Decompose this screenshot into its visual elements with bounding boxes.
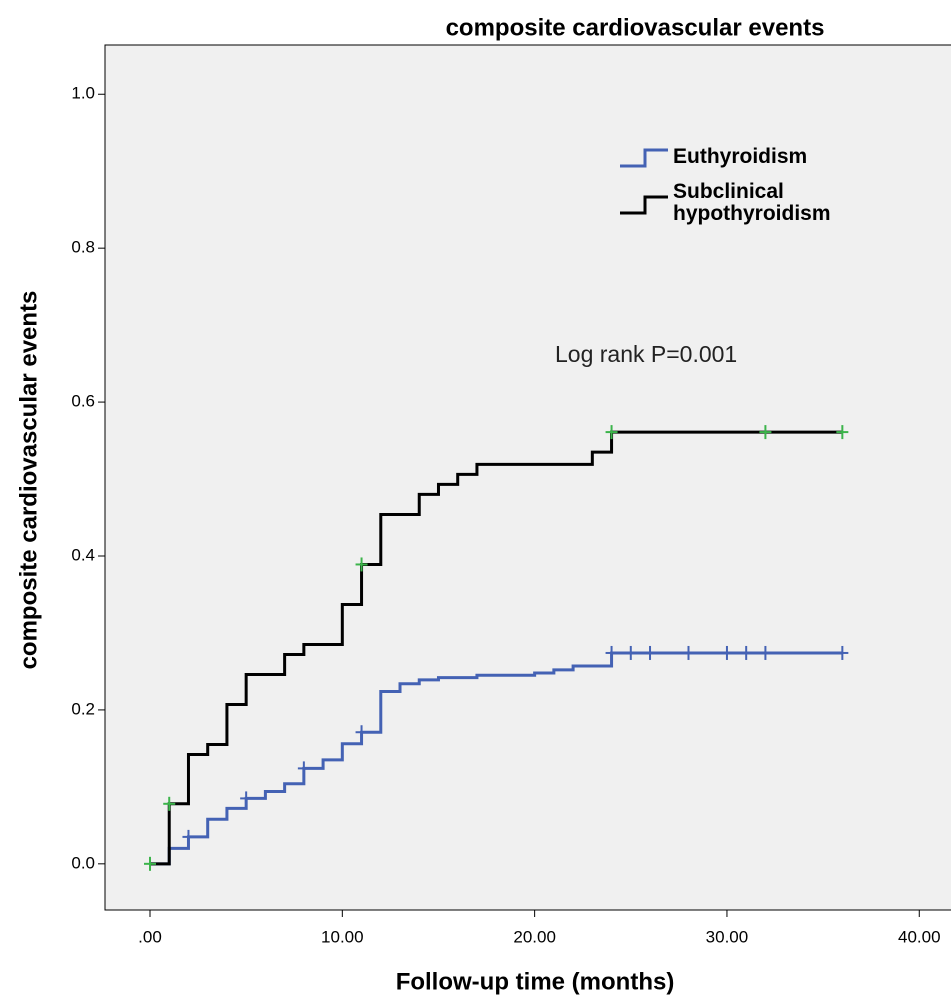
- censor-mark: [644, 645, 657, 660]
- censor-mark: [682, 645, 695, 660]
- x-tick-label: .00: [138, 927, 162, 946]
- y-tick-label: 0.0: [71, 853, 95, 872]
- censor-mark: [240, 791, 253, 806]
- x-tick-label: 10.00: [321, 927, 364, 946]
- censor-mark: [605, 645, 618, 660]
- y-tick-label: 1.0: [71, 84, 95, 103]
- censor-mark: [759, 645, 772, 660]
- censor-mark: [605, 425, 618, 440]
- y-axis-label: composite cardiovascular events: [15, 291, 42, 670]
- y-tick-label: 0.8: [71, 238, 95, 257]
- censor-mark: [297, 761, 310, 776]
- censor-mark: [836, 645, 849, 660]
- censor-mark: [836, 425, 849, 440]
- y-tick-label: 0.6: [71, 392, 95, 411]
- legend-swatch: [620, 195, 668, 215]
- censor-mark: [740, 645, 753, 660]
- legend-swatch: [620, 148, 668, 168]
- censor-mark: [759, 425, 772, 440]
- chart-title: composite cardiovascular events: [446, 14, 825, 41]
- x-axis-label: Follow-up time (months): [396, 968, 675, 995]
- censor-mark: [144, 856, 157, 871]
- plot-area: [104, 44, 951, 911]
- legend-label: Subclinical hypothyroidism: [673, 180, 831, 225]
- y-tick-label: 0.4: [71, 545, 95, 564]
- legend-label: Euthyroidism: [673, 145, 808, 168]
- censor-mark: [355, 725, 368, 740]
- censor-mark: [163, 796, 176, 811]
- censor-mark: [720, 645, 733, 660]
- x-tick-label: 30.00: [706, 927, 749, 946]
- censor-mark: [355, 557, 368, 572]
- censor-mark: [182, 829, 195, 844]
- y-tick-label: 0.2: [71, 699, 95, 718]
- annotation: Log rank P=0.001: [555, 341, 737, 367]
- km-curve: [150, 651, 843, 866]
- censor-mark: [624, 645, 637, 660]
- x-tick-label: 40.00: [898, 927, 941, 946]
- x-tick-label: 20.00: [513, 927, 556, 946]
- km-curve: [150, 430, 843, 866]
